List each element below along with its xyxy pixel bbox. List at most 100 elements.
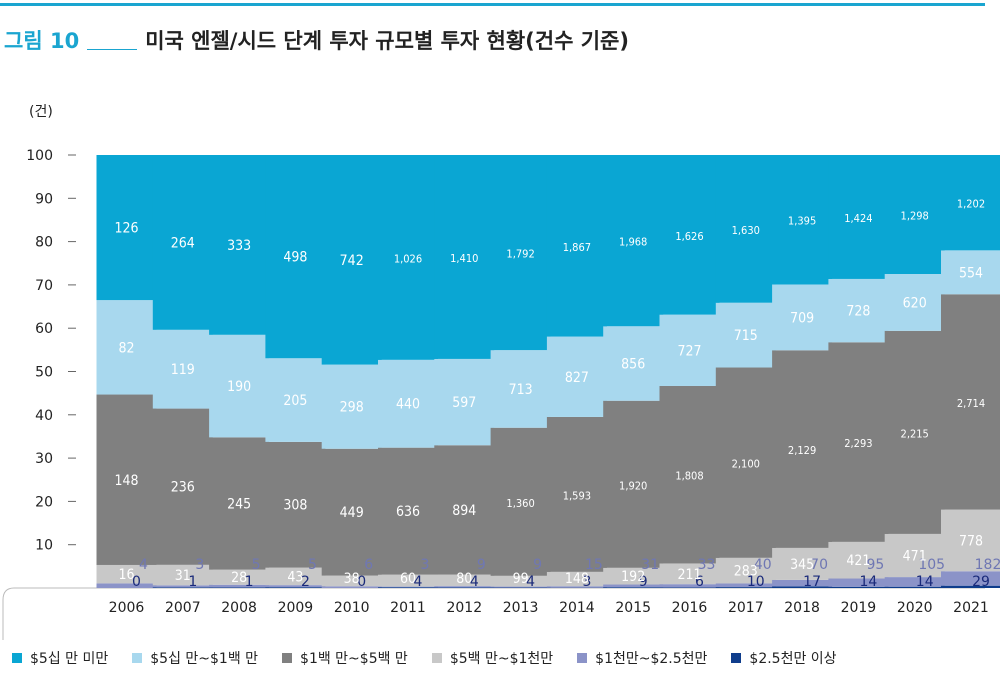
y-tick-label: 100 <box>26 148 53 164</box>
data-label: 205 <box>283 393 307 409</box>
bar-segment <box>828 155 889 279</box>
data-label: 245 <box>227 497 251 513</box>
x-tick-label: 2007 <box>165 600 201 616</box>
bar-segment <box>152 329 213 409</box>
data-label: 60 <box>400 571 416 587</box>
data-label: 9 <box>639 574 648 590</box>
data-label: 82 <box>118 340 134 356</box>
bar-segment <box>209 155 270 335</box>
bar-segment <box>715 557 776 584</box>
bar-segment <box>659 584 720 588</box>
data-label: 894 <box>452 503 476 519</box>
data-label: 0 <box>357 574 366 590</box>
bar-segment <box>715 587 776 588</box>
data-label: 2,100 <box>732 458 760 471</box>
figure-number: 그림 10 <box>4 29 80 53</box>
bar-segment <box>603 587 664 588</box>
legend-swatch <box>132 653 143 663</box>
data-label: 449 <box>340 505 364 521</box>
data-label: 31 <box>641 557 659 573</box>
x-tick-label: 2006 <box>109 600 145 616</box>
bar-segment <box>209 437 270 570</box>
bar-segment <box>603 155 664 327</box>
data-label: 1,630 <box>732 224 760 237</box>
y-tick-label: 50 <box>35 365 53 381</box>
data-label: 2,714 <box>957 397 985 410</box>
y-tick-label: 20 <box>35 494 53 510</box>
bar-segment <box>884 273 945 331</box>
bar-segment <box>546 155 607 337</box>
data-label: 148 <box>114 473 138 489</box>
bar-segment <box>941 294 1000 510</box>
bar-segment <box>378 447 438 575</box>
bar-segment <box>378 574 438 587</box>
data-label: 1,593 <box>563 489 591 502</box>
x-tick-label: 2010 <box>334 600 370 616</box>
data-label: 119 <box>171 362 195 378</box>
data-label: 38 <box>344 571 360 587</box>
legend-item: $5십 만~$1백 만 <box>132 648 258 668</box>
data-label: 298 <box>340 400 364 416</box>
data-label: 345 <box>790 557 814 573</box>
bar-segment <box>152 564 213 586</box>
data-label: 636 <box>396 504 420 520</box>
bar-segment <box>490 350 551 428</box>
bar-segment <box>546 336 607 417</box>
bar-segment <box>321 448 382 576</box>
data-label: 421 <box>846 553 870 569</box>
bar-segment <box>772 586 833 588</box>
bar-segment <box>209 334 270 438</box>
data-label: 727 <box>677 343 701 359</box>
data-label: 1,202 <box>957 198 985 211</box>
bar-segment <box>772 284 833 351</box>
legend-swatch <box>431 653 442 663</box>
data-label: 14 <box>859 574 877 590</box>
top-accent-line <box>0 3 985 6</box>
legend-item: $5백 만~$1천만 <box>431 648 553 668</box>
bar-segment <box>434 574 495 587</box>
bar-segment <box>378 587 438 588</box>
data-label: 192 <box>621 569 645 585</box>
bar-segment <box>209 587 270 588</box>
bar-segment <box>490 155 551 351</box>
data-label: 95 <box>866 557 884 573</box>
data-label: 2,215 <box>901 427 929 440</box>
bar-segment <box>603 567 664 585</box>
bar-segment <box>941 571 1000 586</box>
bar-segment <box>96 300 157 395</box>
bar-segment <box>603 584 664 588</box>
bar-segment <box>941 509 1000 572</box>
bar-segment <box>828 586 889 588</box>
data-label: 1,792 <box>506 248 534 261</box>
bar-segment <box>152 408 213 565</box>
bar-segment <box>884 155 945 274</box>
bar-segment <box>96 564 157 584</box>
data-label: 620 <box>903 295 927 311</box>
data-label: 80 <box>456 571 472 587</box>
bars <box>96 155 1000 588</box>
bar-segment <box>941 250 1000 295</box>
legend-label: $2.5천만 이상 <box>749 651 837 667</box>
x-tick-label: 2015 <box>615 600 651 616</box>
data-label: 148 <box>565 571 589 587</box>
legend-item: $5십 만 미만 <box>12 648 108 668</box>
data-label: 28 <box>231 570 247 586</box>
legend-swatch <box>731 653 742 663</box>
data-label: 1,026 <box>394 252 422 265</box>
y-tick-label: 70 <box>35 278 53 294</box>
data-label: 715 <box>734 328 758 344</box>
data-label: 211 <box>677 567 701 583</box>
bar-segment <box>772 155 833 285</box>
figure-title: 그림 10 미국 엔젤/시드 단계 투자 규모별 투자 현황(건수 기준) <box>4 26 629 56</box>
bar-segment <box>321 364 382 449</box>
data-label: 827 <box>565 370 589 386</box>
bar-segment <box>378 586 438 588</box>
bar-segment <box>152 587 213 588</box>
bar-segment <box>265 155 326 359</box>
y-axis-unit: (건) <box>29 104 53 120</box>
x-tick-label: 2008 <box>221 600 257 616</box>
data-label: 10 <box>747 574 765 590</box>
data-label: 126 <box>114 221 138 237</box>
data-label: 1,395 <box>788 215 816 228</box>
legend-label: $5십 만 미만 <box>30 651 109 667</box>
